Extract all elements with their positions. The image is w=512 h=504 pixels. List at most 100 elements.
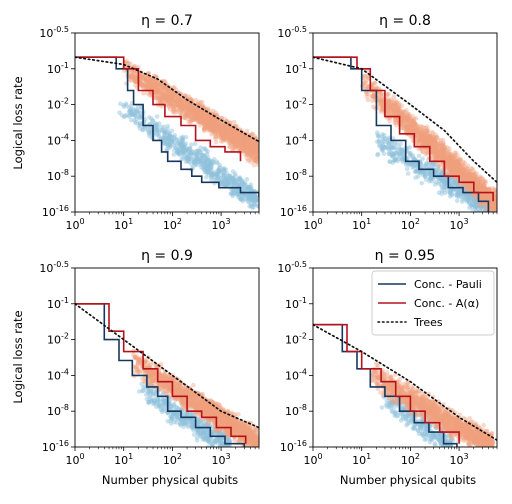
scatter_alpha-point	[437, 141, 442, 146]
scatter_pauli-point	[460, 176, 466, 182]
scatter_alpha-point	[229, 138, 234, 143]
scatter_alpha-point	[192, 116, 197, 121]
scatter_alpha-point	[219, 132, 225, 138]
scatter_pauli-point	[138, 115, 144, 120]
scatter_pauli-point	[465, 197, 471, 203]
scatter_pauli-point	[386, 151, 392, 157]
scatter_alpha-point	[171, 106, 176, 111]
scatter_pauli-point	[226, 181, 231, 186]
scatter_alpha-point	[246, 147, 252, 152]
scatter_alpha-point	[181, 107, 186, 113]
scatter_alpha-point	[211, 124, 216, 129]
scatter_pauli-point	[453, 179, 459, 185]
scatter_alpha-point	[213, 134, 218, 140]
scatter_alpha-point	[244, 140, 250, 145]
scatter_pauli-point	[212, 157, 217, 162]
scatter_pauli-point	[256, 197, 259, 202]
scatter_alpha-point	[177, 103, 183, 108]
scatter_alpha-point	[422, 138, 428, 144]
scatter_pauli-point	[167, 136, 172, 142]
scatter_pauli-point	[456, 188, 462, 193]
scatter_alpha-point	[244, 138, 250, 144]
scatter_alpha-point	[468, 178, 474, 183]
scatter_pauli-point	[161, 124, 167, 130]
scatter_alpha-point	[447, 167, 453, 172]
scatter_alpha-point	[421, 137, 427, 142]
scatter_alpha-point	[465, 177, 471, 182]
scatter_alpha-point	[214, 128, 219, 133]
scatter_alpha-point	[161, 87, 167, 92]
scatter_alpha-point	[396, 102, 401, 108]
scatter_pauli-point	[440, 179, 446, 184]
scatter_alpha-point	[437, 154, 442, 160]
scatter_pauli-point	[225, 182, 230, 187]
scatter_alpha-point	[476, 186, 482, 192]
scatter_alpha-point	[231, 134, 237, 140]
scatter_alpha-point	[245, 148, 251, 153]
scatter_alpha-point	[422, 139, 428, 144]
y-axis-label-bottom: Logical loss rate	[11, 310, 25, 403]
scatter_pauli-point	[159, 129, 165, 134]
scatter_pauli-point	[193, 152, 198, 157]
scatter_alpha-point	[378, 102, 384, 107]
scatter_alpha-point	[407, 117, 412, 122]
scatter_alpha-point	[474, 184, 480, 189]
scatter_alpha-point	[453, 163, 459, 169]
scatter_alpha-point	[203, 106, 209, 112]
scatter_alpha-point	[169, 93, 175, 99]
scatter_alpha-point	[448, 168, 454, 173]
scatter_alpha-point	[242, 134, 247, 139]
scatter_alpha-point	[206, 123, 212, 128]
scatter_alpha-point	[220, 139, 226, 144]
scatter_pauli-point	[136, 389, 142, 394]
scatter_pauli-point	[470, 196, 475, 201]
scatter_pauli-point	[205, 167, 210, 173]
scatter_alpha-point	[151, 86, 156, 91]
scatter_alpha-point	[249, 144, 255, 150]
scatter_alpha-point	[169, 93, 174, 99]
x-axis-label-right: Number physical qubits	[340, 473, 476, 487]
scatter_alpha-point	[448, 154, 453, 160]
scatter_pauli-point	[201, 159, 206, 164]
scatter_pauli-point	[201, 164, 206, 169]
scatter_alpha-point	[221, 132, 227, 138]
scatter_alpha-point	[372, 80, 377, 86]
scatter_alpha-point	[238, 138, 244, 144]
scatter_alpha-point	[194, 115, 199, 121]
scatter_alpha-point	[492, 205, 497, 211]
scatter_alpha-point	[176, 97, 182, 102]
scatter_alpha-point	[385, 96, 391, 102]
scatter_pauli-point	[400, 159, 406, 165]
scatter_alpha-point	[406, 123, 412, 129]
scatter_alpha-point	[196, 116, 202, 121]
scatter_alpha-point	[451, 159, 457, 165]
scatter_pauli-point	[474, 203, 480, 209]
scatter_alpha-point	[466, 173, 472, 178]
scatter_alpha-point	[240, 143, 245, 148]
scatter_pauli-point	[167, 140, 172, 146]
scatter_alpha-point	[187, 113, 192, 119]
scatter_alpha-point	[229, 132, 234, 138]
scatter_alpha-point	[402, 125, 407, 131]
scatter_alpha-point	[454, 169, 459, 175]
scatter_alpha-point	[213, 131, 218, 137]
scatter_alpha-point	[221, 130, 227, 135]
scatter_alpha-point	[410, 118, 415, 124]
scatter_alpha-point	[186, 106, 191, 112]
scatter_pauli-point	[390, 153, 395, 159]
scatter_pauli-point	[192, 151, 197, 156]
scatter_pauli-point	[471, 199, 477, 204]
scatter_alpha-point	[210, 118, 215, 123]
scatter_pauli-point	[469, 204, 475, 209]
scatter_alpha-point	[192, 106, 197, 112]
scatter_alpha-point	[425, 124, 430, 130]
scatter_alpha-point	[195, 117, 201, 122]
scatter_pauli-point	[422, 170, 427, 176]
scatter_alpha-point	[232, 132, 237, 137]
scatter_alpha-point	[215, 125, 220, 130]
scatter_alpha-point	[240, 133, 246, 139]
scatter_pauli-point	[401, 154, 406, 160]
scatter_pauli-point	[237, 196, 243, 202]
scatter_alpha-point	[444, 154, 449, 160]
